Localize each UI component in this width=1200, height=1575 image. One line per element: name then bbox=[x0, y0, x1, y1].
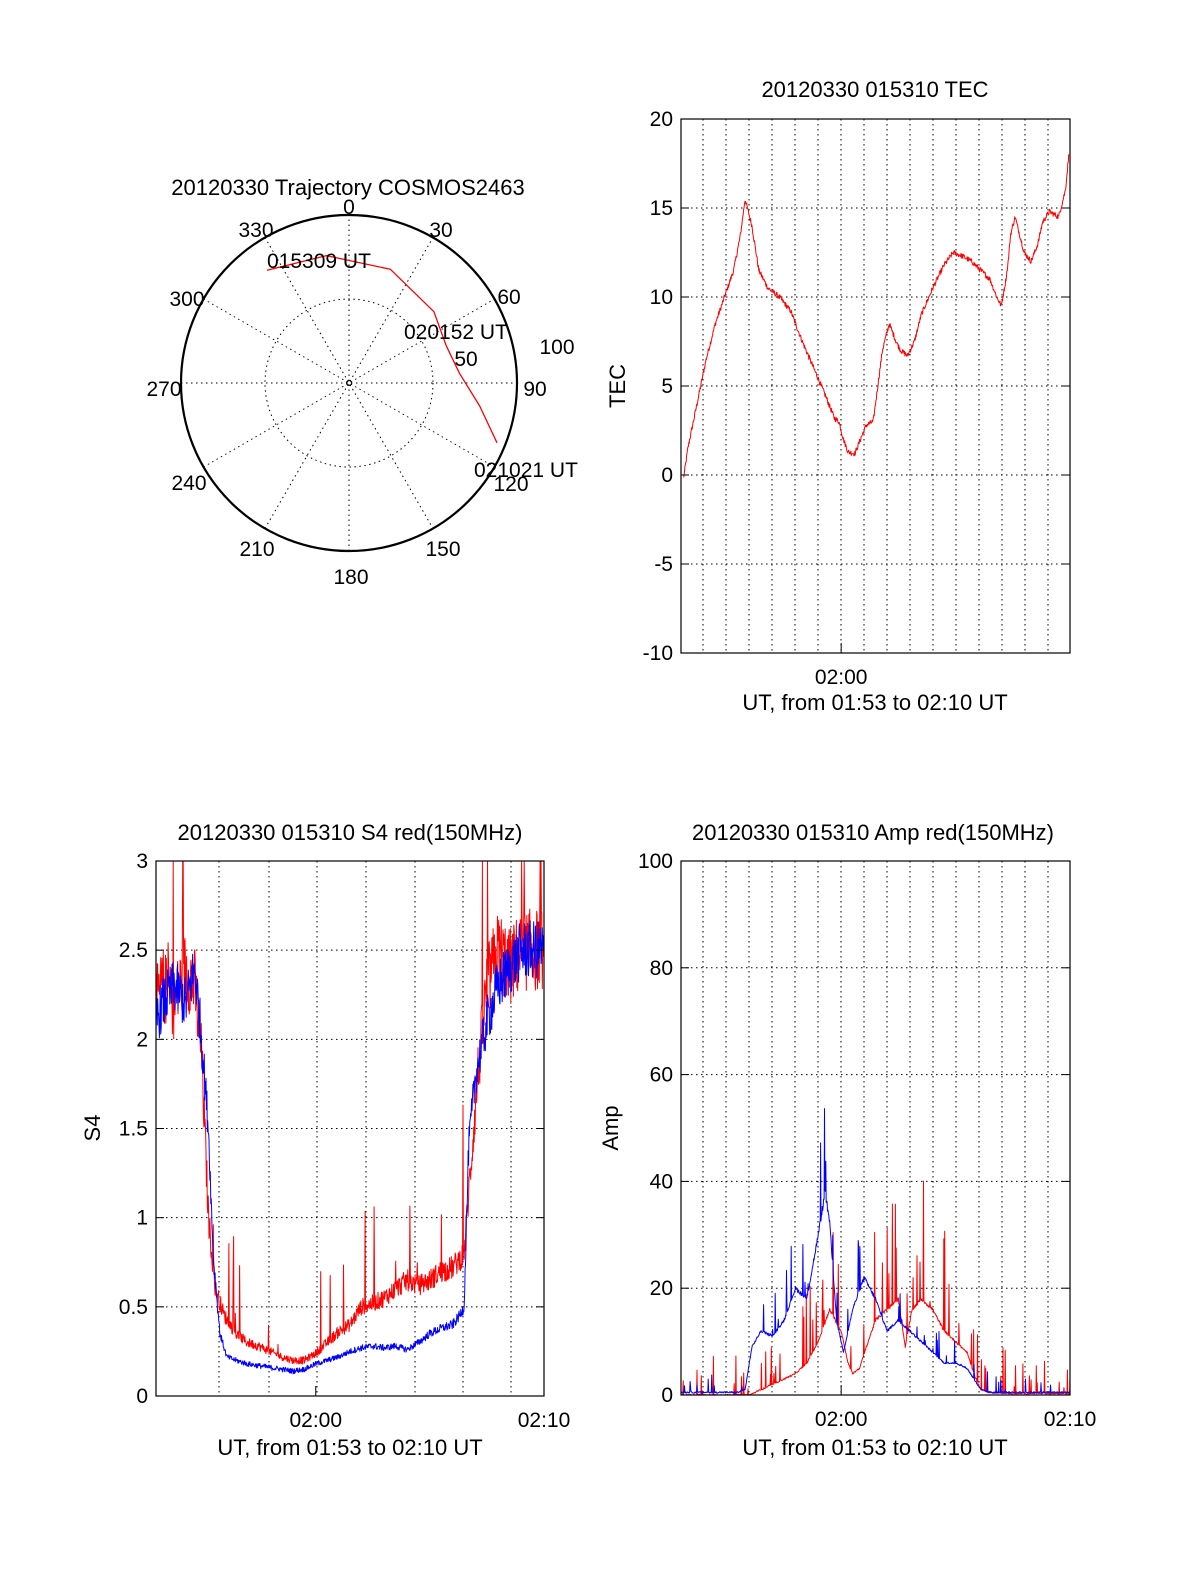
polar-ring-label: 50 bbox=[454, 348, 477, 371]
x-tick-label: 02:00 bbox=[289, 1409, 342, 1432]
tec-plot: 20120330 015310 TEC -10 -5 0 5 10 15 20 02:00 U… bbox=[605, 77, 1071, 715]
polar-annotation-label: 020152 UT bbox=[404, 321, 508, 344]
y-tick-label: 100 bbox=[638, 850, 673, 873]
series-line-red bbox=[155, 860, 545, 1365]
s4-tick-labels: 0 0.5 1 1.5 2 2.5 3 02:00 02:10 bbox=[119, 850, 570, 1432]
s4-series bbox=[155, 860, 545, 1375]
polar-track bbox=[266, 254, 498, 444]
polar-annotation-label: 021021 UT bbox=[474, 459, 578, 482]
y-tick-label: 20 bbox=[650, 108, 673, 131]
x-tick-label: 02:10 bbox=[1044, 1408, 1097, 1431]
s4-x-label: UT, from 01:53 to 02:10 UT bbox=[217, 1435, 482, 1460]
y-tick-label: 0.5 bbox=[119, 1296, 148, 1319]
polar-azimuth-label: 0 bbox=[343, 196, 355, 219]
y-tick-label: 5 bbox=[661, 375, 673, 398]
y-tick-label: 20 bbox=[650, 1277, 673, 1300]
y-tick-label: -5 bbox=[654, 553, 673, 576]
y-tick-label: 60 bbox=[650, 1064, 673, 1087]
y-tick-label: 10 bbox=[650, 286, 673, 309]
series-line-TEC bbox=[683, 154, 1070, 478]
polar-azimuth-label: 240 bbox=[171, 472, 206, 495]
x-tick-label: 02:10 bbox=[518, 1409, 571, 1432]
x-tick-label: 02:00 bbox=[815, 1408, 868, 1431]
polar-title: 20120330 Trajectory COSMOS2463 bbox=[171, 175, 524, 200]
y-tick-label: 0 bbox=[661, 1384, 673, 1407]
amp-y-label: Amp bbox=[598, 1105, 623, 1150]
series-line-blue bbox=[155, 920, 545, 1375]
polar-track-line bbox=[266, 254, 498, 444]
amp-tick-labels: 0 20 40 60 80 100 02:00 02:10 bbox=[638, 850, 1096, 1431]
polar-spoke bbox=[264, 237, 434, 529]
y-tick-label: 40 bbox=[650, 1170, 673, 1193]
polar-ring-label: 100 bbox=[539, 336, 574, 359]
amp-title: 20120330 015310 Amp red(150MHz) bbox=[692, 820, 1054, 845]
amp-plot-frame bbox=[680, 860, 1071, 1396]
amp-x-label: UT, from 01:53 to 02:10 UT bbox=[742, 1435, 1007, 1460]
s4-plot: 20120330 015310 S4 red(150MHz) 0 0.5 1 1.5 2… bbox=[80, 820, 570, 1460]
series-line-blue bbox=[680, 1108, 1071, 1394]
polar-grid bbox=[179, 213, 519, 553]
polar-annotations: 015309 UT 020152 UT 021021 UT bbox=[267, 250, 578, 482]
tec-grid bbox=[681, 119, 1070, 653]
tec-series bbox=[683, 154, 1070, 478]
amp-grid bbox=[681, 861, 1070, 1395]
polar-trajectory-plot: 20120330 Trajectory COSMOS2463 0 30 60 90 12… bbox=[146, 175, 578, 589]
polar-ring-labels: 50 100 bbox=[454, 336, 574, 371]
polar-spoke bbox=[203, 298, 495, 468]
tec-tick-labels: -10 -5 0 5 10 15 20 02:00 bbox=[643, 108, 1070, 689]
y-tick-label: 3 bbox=[136, 850, 148, 873]
polar-azimuth-label: 180 bbox=[333, 566, 368, 589]
amp-plot: 20120330 015310 Amp red(150MHz) 0 20 40 60 8… bbox=[598, 820, 1096, 1460]
polar-azimuth-label: 90 bbox=[523, 378, 546, 401]
x-tick-label: 02:00 bbox=[815, 666, 868, 689]
y-tick-label: 15 bbox=[650, 197, 673, 220]
polar-annotation-label: 015309 UT bbox=[267, 250, 371, 273]
polar-azimuth-label: 300 bbox=[169, 288, 204, 311]
polar-azimuth-label: 210 bbox=[239, 538, 274, 561]
polar-azimuth-label: 150 bbox=[425, 538, 460, 561]
tec-y-label: TEC bbox=[605, 364, 630, 408]
y-tick-label: 2.5 bbox=[119, 939, 148, 962]
polar-ring-50 bbox=[264, 298, 434, 468]
y-tick-label: 1.5 bbox=[119, 1118, 148, 1141]
tec-x-label: UT, from 01:53 to 02:10 UT bbox=[742, 690, 1007, 715]
polar-azimuth-label: 120 bbox=[493, 473, 528, 496]
polar-azimuth-label: 270 bbox=[146, 378, 181, 401]
y-tick-label: 1 bbox=[136, 1207, 148, 1230]
polar-azimuth-label: 30 bbox=[429, 219, 452, 242]
s4-y-label: S4 bbox=[80, 1115, 105, 1142]
polar-azimuth-label: 60 bbox=[497, 286, 520, 309]
polar-spoke bbox=[203, 298, 495, 468]
polar-azimuth-labels: 0 30 60 90 120 150 180 210 240 270 300 330 bbox=[146, 196, 546, 589]
y-tick-label: 2 bbox=[136, 1028, 148, 1051]
s4-title: 20120330 015310 S4 red(150MHz) bbox=[178, 820, 523, 845]
y-tick-label: 0 bbox=[661, 464, 673, 487]
tec-title: 20120330 015310 TEC bbox=[761, 77, 988, 102]
y-tick-label: 80 bbox=[650, 957, 673, 980]
y-tick-label: -10 bbox=[643, 642, 673, 665]
polar-spoke bbox=[264, 237, 434, 529]
polar-azimuth-label: 330 bbox=[238, 219, 273, 242]
y-tick-label: 0 bbox=[136, 1385, 148, 1408]
